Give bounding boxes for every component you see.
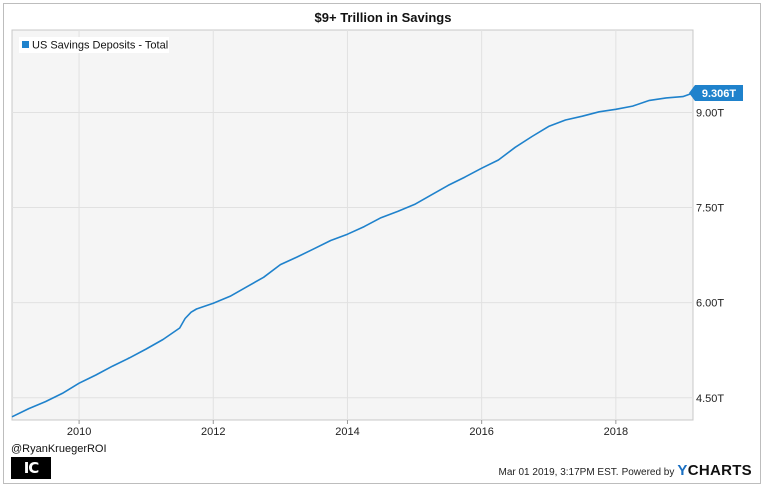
chart-footer: Mar 01 2019, 3:17PM EST. Powered by YCHA… xyxy=(498,462,752,479)
x-tick-label: 2018 xyxy=(604,426,628,438)
y-tick-label: 6.00T xyxy=(696,298,724,310)
x-tick-label: 2016 xyxy=(469,426,493,438)
timestamp: Mar 01 2019, 3:17PM EST. xyxy=(498,467,619,478)
y-tick-label: 7.50T xyxy=(696,203,724,215)
legend-label: US Savings Deposits - Total xyxy=(32,40,168,52)
y-tick-label: 9.00T xyxy=(696,107,724,119)
legend-box xyxy=(19,37,169,53)
y-tick-label: 4.50T xyxy=(696,393,724,405)
series-line-us-savings-deposits xyxy=(11,92,694,418)
chart-frame xyxy=(3,3,761,484)
x-tick-label: 2014 xyxy=(335,426,359,438)
ycharts-logo-rest: CHARTS xyxy=(687,462,752,479)
chart-title: $9+ Trillion in Savings xyxy=(314,10,452,25)
plot-area xyxy=(11,29,694,421)
legend-swatch xyxy=(22,41,29,48)
ic-logo: IC xyxy=(11,457,51,479)
ycharts-logo-y: Y xyxy=(677,462,688,479)
author-handle: @RyanKruegerROI xyxy=(11,443,107,455)
last-value-label: 9.306T xyxy=(702,88,737,100)
last-value-badge xyxy=(689,85,743,102)
x-tick-label: 2012 xyxy=(201,426,225,438)
x-tick-label: 2010 xyxy=(67,426,91,438)
powered-by-label: Powered by xyxy=(621,467,675,478)
ycharts-logo: YCHARTS xyxy=(677,462,752,479)
